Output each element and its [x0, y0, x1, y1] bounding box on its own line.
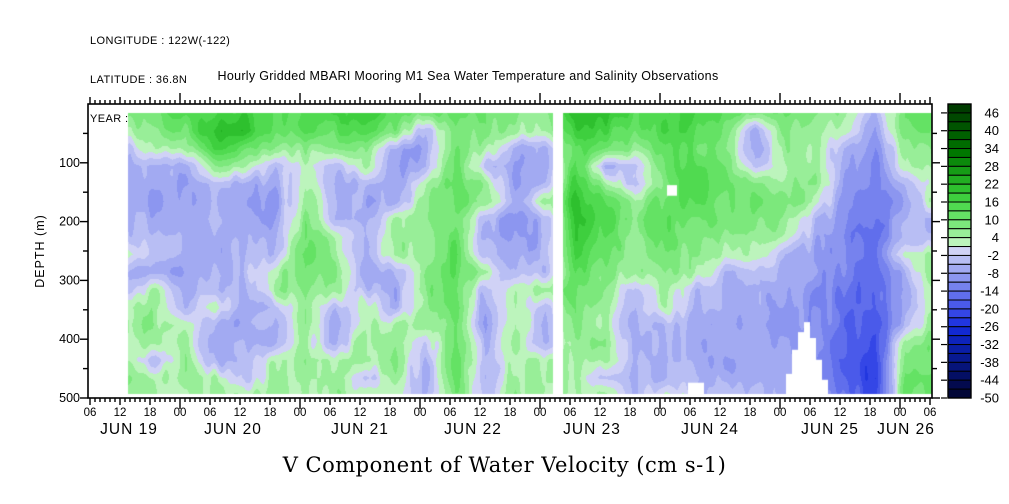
x-hour-label: 18: [864, 407, 877, 419]
colorbar-tick-label: -38: [980, 355, 999, 370]
x-hour-label: 00: [414, 407, 427, 419]
x-date-label: JUN 20: [204, 421, 262, 438]
x-hour-label: 12: [354, 407, 367, 419]
x-hour-label: 18: [144, 407, 157, 419]
x-date-label: JUN 25: [801, 421, 859, 438]
x-date-label: JUN 21: [331, 421, 389, 438]
x-hour-label: 00: [894, 407, 907, 419]
colorbar-tick-label: 4: [992, 230, 999, 245]
x-hour-label: 12: [594, 407, 607, 419]
colorbar-tick-label: -32: [980, 337, 999, 352]
colorbar-tick-label: 34: [985, 141, 999, 156]
colorbar-tick-label: -44: [980, 373, 999, 388]
colorbar-tick-label: -26: [980, 319, 999, 334]
y-axis-label: DEPTH (m): [33, 214, 47, 288]
x-hour-label: 06: [204, 407, 217, 419]
colorbar-ticks: 46 40 34 28 22 16 10 4 -2 -8 -14 -20 -26 -32 -38 -44 -50: [941, 105, 999, 406]
x-hour-label: 00: [294, 407, 307, 419]
y-tick-label: 100: [59, 156, 80, 170]
x-hour-label: 06: [684, 407, 697, 419]
x-hour-label: 12: [834, 407, 847, 419]
x-date-label: JUN 22: [444, 421, 502, 438]
heatmap-canvas: [88, 104, 932, 398]
chart-title: Hourly Gridded MBARI Mooring M1 Sea Wate…: [217, 69, 719, 83]
colorbar-tick-label: -50: [980, 391, 999, 406]
x-hour-label: 06: [804, 407, 817, 419]
y-tick-label: 400: [59, 332, 80, 346]
x-hour-label: 12: [474, 407, 487, 419]
x-hour-label: 18: [744, 407, 757, 419]
x-axis-title: V Component of Water Velocity (cm s-1): [282, 453, 727, 477]
colorbar-tick-label: 10: [985, 212, 999, 227]
x-hour-label: 18: [264, 407, 277, 419]
x-hour-label: 06: [564, 407, 577, 419]
y-tick-label: 300: [59, 273, 80, 287]
colorbar-tick-label: 16: [985, 195, 999, 210]
x-date-label: JUN 24: [681, 421, 739, 438]
x-hour-label: 06: [444, 407, 457, 419]
colorbar-tick-label: 46: [985, 105, 999, 120]
x-hour-label: 12: [714, 407, 727, 419]
colorbar-tick-label: -2: [987, 248, 999, 263]
colorbar: [947, 103, 972, 399]
x-hour-label: 06: [924, 407, 937, 419]
x-hour-label: 00: [534, 407, 547, 419]
x-hour-label: 12: [234, 407, 247, 419]
y-tick-label: 200: [59, 215, 80, 229]
x-date-labels: JUN 19 JUN 20 JUN 21 JUN 22 JUN 23 JUN 24 JUN …: [100, 421, 935, 438]
x-date-label: JUN 23: [563, 421, 621, 438]
colorbar-tick-label: -8: [987, 266, 999, 281]
colorbar-tick-label: 40: [985, 123, 999, 138]
x-hour-label: 06: [324, 407, 337, 419]
longitude-text: LONGITUDE : 122W(-122): [90, 35, 231, 47]
x-hour-label: 00: [654, 407, 667, 419]
colorbar-tick-label: -14: [980, 284, 999, 299]
x-date-label: JUN 26: [877, 421, 935, 438]
x-hour-label: 18: [624, 407, 637, 419]
colorbar-tick-label: 22: [985, 177, 999, 192]
x-date-label: JUN 19: [100, 421, 158, 438]
x-hour-label: 18: [504, 407, 517, 419]
y-tick-label: 500: [59, 391, 80, 405]
x-hour-labels: 06 12 18 00 06 12 18 00 06 12 18 00 06 12 18 00 06 12 18 00…: [84, 407, 937, 419]
x-hour-label: 00: [774, 407, 787, 419]
x-hour-label: 18: [384, 407, 397, 419]
latitude-text: LATITUDE : 36.8N: [90, 74, 188, 86]
x-hour-label: 06: [84, 407, 97, 419]
colorbar-tick-label: -20: [980, 301, 999, 316]
x-hour-label: 12: [114, 407, 127, 419]
x-hour-label: 00: [174, 407, 187, 419]
colorbar-tick-label: 28: [985, 159, 999, 174]
y-tick-labels: 100 200 300 400 500: [59, 156, 80, 405]
